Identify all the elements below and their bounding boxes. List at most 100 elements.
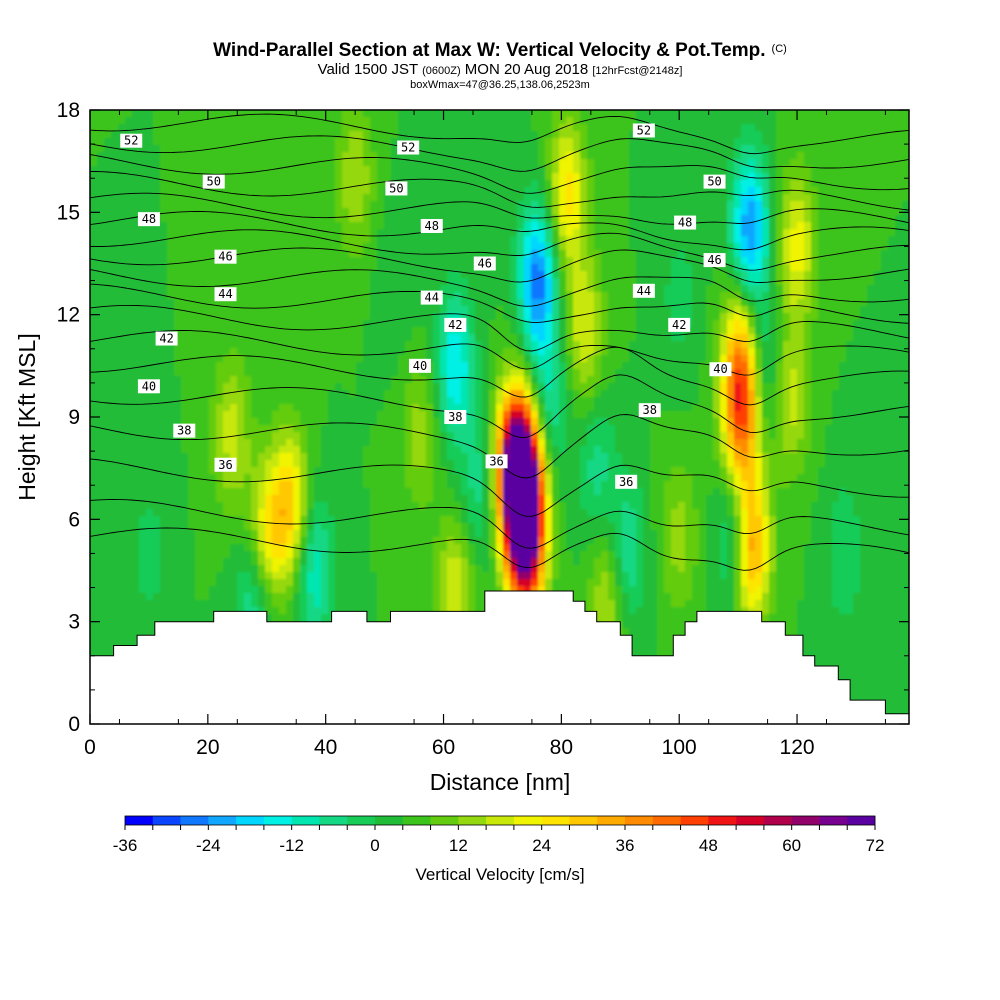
- heatmap-cell: [209, 362, 217, 370]
- heatmap-cell: [832, 180, 840, 188]
- heatmap-cell: [853, 110, 861, 118]
- heatmap-cell: [482, 138, 490, 146]
- heatmap-cell: [265, 138, 273, 146]
- heatmap-cell: [461, 166, 469, 174]
- heatmap-cell: [230, 355, 238, 363]
- heatmap-cell: [370, 341, 378, 349]
- heatmap-cell: [755, 110, 763, 118]
- heatmap-cell: [265, 117, 273, 125]
- heatmap-cell: [237, 397, 245, 405]
- heatmap-cell: [888, 362, 896, 370]
- heatmap-cell: [825, 250, 833, 258]
- heatmap-cell: [566, 222, 574, 230]
- heatmap-cell: [153, 243, 161, 251]
- heatmap-cell: [874, 117, 882, 125]
- heatmap-cell: [601, 173, 609, 181]
- heatmap-cell: [279, 159, 287, 167]
- heatmap-cell: [727, 341, 735, 349]
- heatmap-cell: [825, 313, 833, 321]
- heatmap-cell: [230, 180, 238, 188]
- heatmap-cell: [461, 187, 469, 195]
- heatmap-cell: [265, 313, 273, 321]
- heatmap-cell: [881, 166, 889, 174]
- heatmap-cell: [209, 124, 217, 132]
- heatmap-cell: [636, 341, 644, 349]
- heatmap-cell: [279, 117, 287, 125]
- heatmap-cell: [804, 250, 812, 258]
- heatmap-cell: [223, 124, 231, 132]
- heatmap-cell: [496, 271, 504, 279]
- heatmap-cell: [664, 145, 672, 153]
- heatmap-cell: [328, 138, 336, 146]
- heatmap-cell: [685, 376, 693, 384]
- heatmap-cell: [846, 110, 854, 118]
- heatmap-cell: [475, 278, 483, 286]
- heatmap-cell: [895, 390, 903, 398]
- heatmap-cell: [482, 271, 490, 279]
- heatmap-cell: [461, 390, 469, 398]
- heatmap-cell: [552, 292, 560, 300]
- heatmap-cell: [748, 341, 756, 349]
- heatmap-cell: [139, 145, 147, 153]
- heatmap-cell: [776, 383, 784, 391]
- heatmap-cell: [559, 327, 567, 335]
- heatmap-cell: [216, 383, 224, 391]
- heatmap-cell: [377, 110, 385, 118]
- heatmap-cell: [832, 215, 840, 223]
- heatmap-cell: [881, 229, 889, 237]
- heatmap-cell: [510, 250, 518, 258]
- heatmap-cell: [132, 201, 140, 209]
- heatmap-cell: [664, 383, 672, 391]
- heatmap-cell: [475, 334, 483, 342]
- heatmap-cell: [181, 348, 189, 356]
- heatmap-cell: [769, 320, 777, 328]
- heatmap-cell: [657, 362, 665, 370]
- heatmap-cell: [853, 152, 861, 160]
- heatmap-cell: [867, 334, 875, 342]
- heatmap-cell: [706, 131, 714, 139]
- heatmap-cell: [419, 187, 427, 195]
- heatmap-cell: [650, 222, 658, 230]
- heatmap-cell: [741, 320, 749, 328]
- heatmap-cell: [839, 362, 847, 370]
- heatmap-cell: [790, 271, 798, 279]
- heatmap-cell: [776, 159, 784, 167]
- heatmap-cell: [97, 306, 105, 314]
- heatmap-cell: [202, 313, 210, 321]
- heatmap-cell: [867, 222, 875, 230]
- heatmap-cell: [594, 173, 602, 181]
- heatmap-cell: [650, 173, 658, 181]
- heatmap-cell: [601, 166, 609, 174]
- heatmap-cell: [433, 173, 441, 181]
- heatmap-cell: [608, 138, 616, 146]
- heatmap-cell: [461, 131, 469, 139]
- heatmap-cell: [251, 215, 259, 223]
- heatmap-cell: [405, 299, 413, 307]
- heatmap-cell: [713, 383, 721, 391]
- heatmap-cell: [412, 222, 420, 230]
- heatmap-cell: [776, 362, 784, 370]
- heatmap-cell: [832, 166, 840, 174]
- heatmap-cell: [384, 257, 392, 265]
- heatmap-cell: [321, 131, 329, 139]
- heatmap-cell: [832, 229, 840, 237]
- heatmap-cell: [559, 110, 567, 118]
- heatmap-cell: [461, 292, 469, 300]
- heatmap-cell: [202, 341, 210, 349]
- heatmap-cell: [328, 362, 336, 370]
- heatmap-cell: [440, 341, 448, 349]
- heatmap-cell: [314, 383, 322, 391]
- heatmap-cell: [685, 117, 693, 125]
- heatmap-cell: [356, 327, 364, 335]
- heatmap-cell: [111, 397, 119, 405]
- heatmap-cell: [230, 173, 238, 181]
- heatmap-cell: [391, 320, 399, 328]
- heatmap-cell: [111, 404, 119, 412]
- heatmap-cell: [860, 383, 868, 391]
- heatmap-cell: [762, 271, 770, 279]
- heatmap-cell: [342, 117, 350, 125]
- heatmap-cell: [776, 243, 784, 251]
- heatmap-cell: [629, 124, 637, 132]
- heatmap-cell: [489, 110, 497, 118]
- heatmap-cell: [307, 334, 315, 342]
